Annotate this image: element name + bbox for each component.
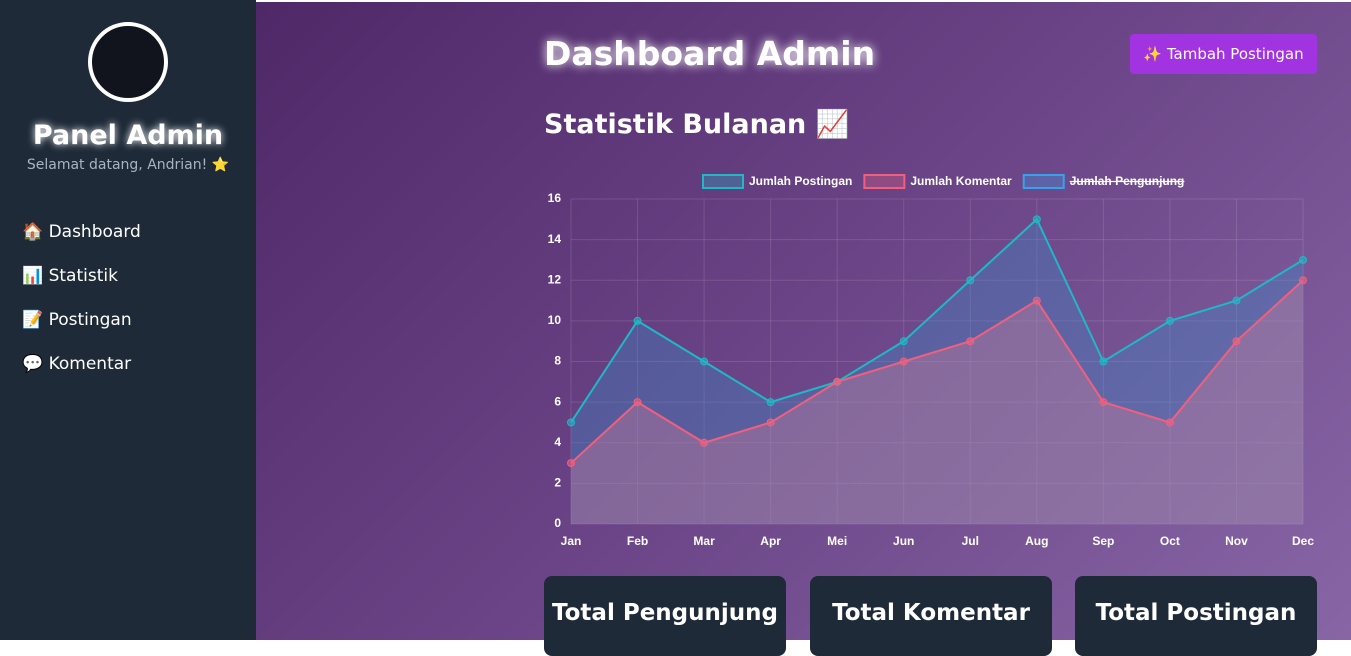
add-post-button[interactable]: ✨ Tambah Postingan: [1130, 34, 1317, 74]
y-tick-label: 10: [548, 313, 562, 327]
point: [1299, 276, 1307, 285]
y-tick-label: 4: [554, 435, 561, 449]
point: [899, 337, 908, 346]
x-tick-label: Apr: [760, 534, 781, 548]
point: [633, 316, 642, 325]
point: [700, 438, 709, 447]
legend-swatch: [702, 174, 744, 189]
point: [1165, 418, 1174, 427]
series-area: [571, 219, 1303, 524]
y-tick-label: 8: [554, 354, 561, 368]
x-tick-label: Jul: [962, 534, 979, 548]
section-title: Statistik Bulanan 📈: [544, 109, 850, 140]
point: [1099, 357, 1108, 366]
point: [1032, 296, 1041, 305]
x-tick-label: Sep: [1092, 534, 1114, 548]
page-title: Dashboard Admin: [544, 34, 876, 73]
legend-label: Jumlah Komentar: [910, 174, 1012, 188]
legend-swatch: [863, 174, 906, 189]
point: [1165, 316, 1174, 325]
point: [700, 357, 709, 366]
y-tick-label: 14: [548, 232, 562, 246]
point: [899, 357, 908, 366]
welcome: Selamat datang, Andrian! ⭐: [26, 157, 230, 173]
point: [1232, 337, 1241, 346]
point: [833, 377, 842, 386]
y-tick-label: 6: [554, 394, 561, 408]
y-tick-label: 2: [554, 476, 561, 490]
chart: 0 2 4 6 8 10 12 14 16 Jan Feb Mar Apr Mei Jun Jul Aug Sep…: [548, 174, 1314, 548]
sidebar: Panel Admin Selamat datang, Andrian! ⭐ 🏠…: [0, 0, 256, 640]
point: [633, 398, 642, 407]
menu-item[interactable]: 📊 Statistik: [22, 266, 118, 286]
top-border: [0, 0, 1351, 2]
point: [1099, 398, 1108, 407]
stat-card: Total Postingan: [1075, 576, 1317, 656]
y-tick-label: 12: [548, 272, 562, 286]
menu-item[interactable]: 💬 Komentar: [22, 354, 132, 374]
y-tick-label: 0: [554, 516, 561, 530]
series-area: [571, 280, 1303, 524]
point: [567, 459, 575, 468]
x-tick-label: Nov: [1225, 534, 1248, 548]
point: [1032, 215, 1041, 224]
point: [567, 418, 575, 427]
main: Dashboard Admin ✨ Tambah Postingan Stati…: [256, 2, 1351, 656]
x-tick-label: Feb: [627, 534, 648, 548]
y-tick-label: 16: [548, 191, 562, 205]
stat-card: Total Pengunjung: [544, 576, 786, 656]
series-line: [570, 217, 1304, 423]
x-tick-label: Jun: [893, 534, 914, 548]
point: [1232, 296, 1241, 305]
point: [1299, 255, 1307, 264]
point: [966, 337, 975, 346]
stat-card: Total Komentar: [810, 576, 1052, 656]
point: [966, 276, 975, 285]
point: [766, 418, 775, 427]
series-line: [570, 279, 1304, 464]
x-tick-label: Jan: [561, 534, 582, 548]
legend-label: Jumlah Postingan: [749, 174, 852, 188]
menu-item[interactable]: 📝 Postingan: [22, 310, 132, 330]
x-tick-label: Dec: [1292, 534, 1314, 548]
legend-swatch: [1022, 174, 1065, 189]
x-tick-label: Aug: [1025, 534, 1048, 548]
menu-item[interactable]: 🏠 Dashboard: [22, 222, 141, 242]
legend-label: Jumlah Pengunjung: [1070, 174, 1185, 188]
x-tick-label: Oct: [1160, 534, 1180, 548]
point: [766, 398, 775, 407]
x-tick-label: Mei: [827, 534, 847, 548]
sidebar-title: Panel Admin: [32, 120, 224, 151]
x-tick-label: Mar: [693, 534, 715, 548]
logo: [88, 22, 168, 102]
